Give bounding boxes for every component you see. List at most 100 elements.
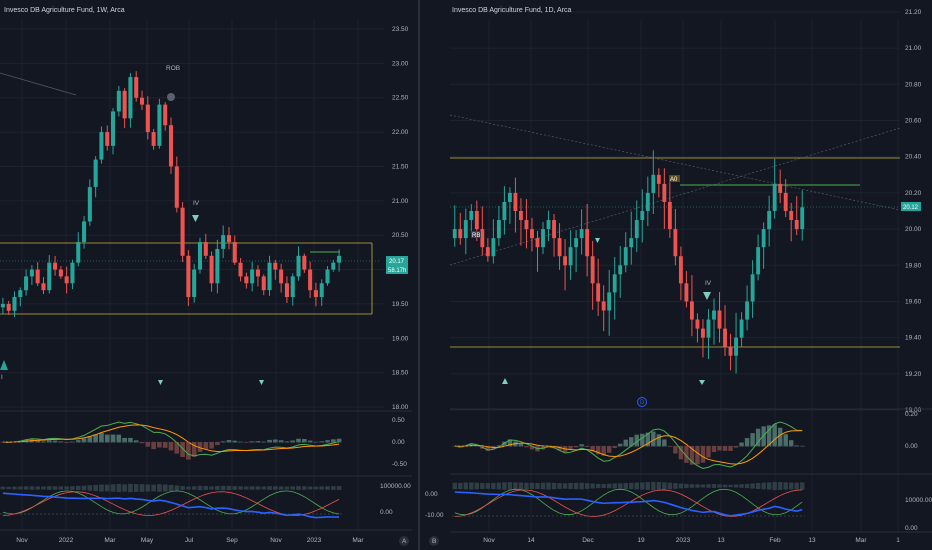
right-candle[interactable] (701, 328, 705, 338)
right-candle[interactable] (706, 319, 711, 338)
right-label-a-box[interactable] (669, 175, 680, 182)
left-footer-badge[interactable] (399, 536, 409, 546)
left-candle[interactable] (325, 269, 330, 284)
right-candle[interactable] (629, 238, 634, 248)
left-candle[interactable] (313, 290, 318, 298)
left-candle[interactable] (255, 269, 260, 277)
right-candle[interactable] (695, 319, 700, 329)
right-candle[interactable] (645, 192, 650, 211)
right-candle[interactable] (574, 238, 579, 248)
right-candle[interactable] (778, 183, 783, 193)
left-candle[interactable] (250, 269, 255, 284)
right-macd-pane[interactable] (452, 421, 805, 469)
right-candle[interactable] (678, 256, 683, 284)
left-signal-line[interactable] (2, 424, 340, 452)
right-candle[interactable] (452, 229, 457, 239)
left-candle[interactable] (53, 262, 58, 270)
right-candle[interactable] (513, 192, 518, 211)
right-candle[interactable] (491, 238, 496, 257)
right-candle[interactable] (590, 256, 595, 284)
left-candles[interactable] (0, 71, 342, 318)
right-signal-line[interactable] (454, 430, 803, 465)
right-candle[interactable] (756, 247, 761, 275)
right-candle[interactable] (772, 183, 777, 211)
right-candle[interactable] (557, 238, 562, 257)
right-candle[interactable] (601, 301, 606, 311)
left-osc-pane[interactable] (0, 483, 342, 519)
right-green-line[interactable] (454, 488, 803, 516)
right-candle[interactable] (689, 301, 694, 320)
right-candle[interactable] (651, 174, 656, 193)
right-candle[interactable] (563, 256, 568, 266)
right-candle[interactable] (507, 192, 512, 202)
left-candle[interactable] (308, 269, 313, 291)
left-candle[interactable] (226, 235, 231, 243)
left-chart-pane[interactable]: Invesco DB Agriculture Fund, 1W, Arca 23… (0, 0, 412, 550)
right-candle[interactable] (794, 220, 799, 230)
right-candle[interactable] (734, 337, 738, 356)
left-candle[interactable] (209, 255, 214, 284)
right-candle[interactable] (469, 211, 474, 221)
left-candle[interactable] (122, 90, 127, 119)
left-candle[interactable] (168, 125, 174, 167)
left-candle[interactable] (0, 303, 5, 308)
right-candle[interactable] (717, 310, 722, 329)
right-candle[interactable] (568, 247, 573, 266)
right-candle[interactable] (618, 265, 623, 275)
right-candle[interactable] (546, 220, 551, 230)
right-candle[interactable] (474, 211, 479, 230)
right-candle[interactable] (530, 229, 534, 239)
left-candle[interactable] (296, 255, 301, 277)
right-up-arrow-icon[interactable] (502, 378, 508, 384)
left-candle[interactable] (29, 269, 34, 277)
left-up-triangle-icon[interactable] (0, 360, 8, 370)
right-candle[interactable] (800, 207, 805, 230)
left-candle[interactable] (232, 242, 237, 263)
right-candle[interactable] (656, 174, 661, 184)
left-candle[interactable] (128, 77, 133, 119)
left-candle[interactable] (6, 303, 11, 311)
right-label-rb-box[interactable] (471, 231, 481, 238)
right-candle[interactable] (750, 274, 755, 302)
left-candle[interactable] (192, 269, 197, 298)
right-candle[interactable] (623, 247, 628, 266)
left-candle[interactable] (93, 159, 98, 188)
left-candle[interactable] (134, 77, 139, 98)
left-time-axis[interactable]: Nov 2022 Mar May Jul Sep Nov 2023 Mar (16, 537, 364, 544)
right-candle[interactable] (673, 229, 678, 257)
right-candle[interactable] (552, 220, 556, 239)
left-candle[interactable] (70, 262, 75, 284)
right-candle[interactable] (496, 220, 501, 239)
left-down-triangle-icon[interactable] (192, 215, 199, 222)
right-candle[interactable] (579, 229, 584, 239)
left-candle[interactable] (139, 97, 145, 105)
left-candle[interactable] (197, 242, 203, 270)
right-candle[interactable] (761, 229, 766, 248)
right-candle[interactable] (585, 229, 590, 257)
right-candle[interactable] (739, 319, 744, 338)
right-candle[interactable] (612, 274, 617, 293)
left-candle[interactable] (337, 255, 342, 263)
right-osc-pane[interactable] (452, 481, 805, 517)
right-candle[interactable] (502, 201, 507, 221)
right-time-axis[interactable]: Nov 14 Dec 19 2023 13 Feb 13 Mar 1 (483, 537, 900, 544)
left-candle[interactable] (99, 132, 104, 160)
right-candle[interactable] (634, 220, 639, 239)
left-candle[interactable] (221, 235, 226, 249)
right-candle[interactable] (767, 211, 772, 230)
right-candles[interactable] (452, 150, 805, 374)
left-down-arrow-icon[interactable] (158, 380, 163, 385)
right-candle[interactable] (519, 211, 523, 221)
left-candle[interactable] (284, 283, 289, 298)
right-event-d-icon[interactable] (637, 397, 647, 407)
left-candle[interactable] (87, 187, 92, 222)
left-candle[interactable] (186, 255, 191, 298)
right-candle[interactable] (745, 301, 750, 320)
left-candle[interactable] (47, 262, 52, 291)
right-candle[interactable] (667, 201, 672, 230)
left-candle[interactable] (215, 248, 220, 284)
left-candle[interactable] (261, 276, 266, 291)
left-down-arrow-icon-2[interactable] (259, 380, 264, 385)
right-candle[interactable] (783, 192, 788, 211)
left-candle[interactable] (105, 132, 110, 146)
